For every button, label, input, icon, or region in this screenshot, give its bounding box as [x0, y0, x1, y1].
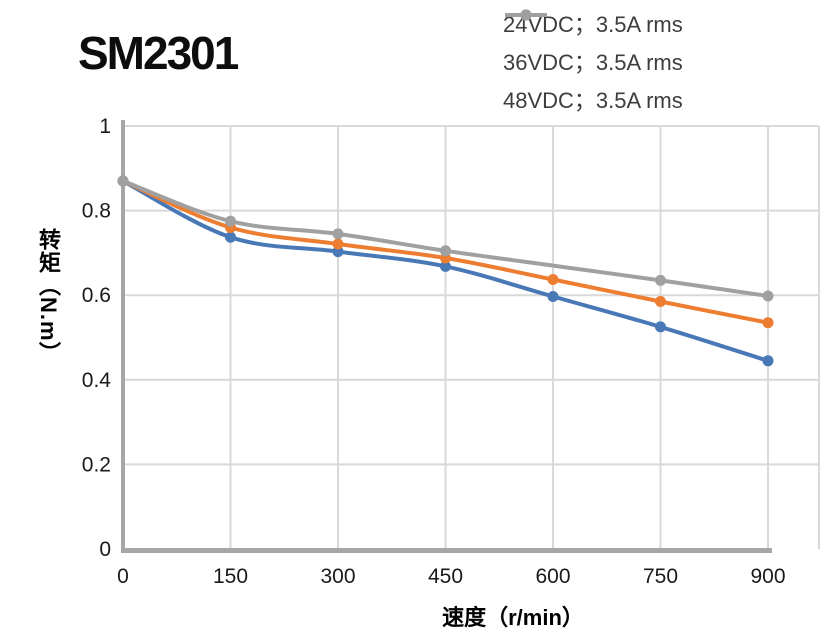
x-tick-label: 750	[643, 565, 678, 588]
chart-title: SM2301	[78, 27, 239, 79]
series-marker-2	[762, 290, 774, 302]
series-marker-2	[225, 215, 236, 227]
y-axis-label: 转矩（N.m）	[36, 228, 61, 365]
x-tick-label: 600	[535, 565, 570, 588]
series-marker-1	[655, 296, 666, 307]
x-tick-label: 150	[213, 565, 248, 588]
series-marker-2	[440, 245, 451, 257]
series-marker-2	[332, 228, 344, 240]
series-marker-0	[225, 231, 236, 243]
series-marker-1	[762, 317, 774, 329]
legend-item-2: 48VDC；3.5A rms	[503, 9, 683, 113]
x-tick-label: 0	[117, 565, 129, 588]
y-tick-label: 0.6	[82, 284, 111, 307]
x-tick-label: 300	[320, 565, 355, 588]
legend: 24VDC；3.5A rms 36VDC；3.5A rms 48VDC；3.5A r…	[503, 8, 683, 113]
y-tick-label: 0.4	[82, 369, 112, 392]
legend-label: 48VDC；3.5A rms	[503, 87, 683, 113]
series-marker-1	[332, 238, 344, 250]
series-marker-0	[332, 246, 344, 258]
y-tick-label: 0	[99, 538, 111, 561]
series-marker-0	[547, 291, 559, 302]
series-marker-0	[440, 260, 451, 272]
x-tick-label: 450	[428, 565, 463, 588]
y-tick-label: 1	[99, 115, 111, 138]
x-axis-label: 速度（r/min）	[442, 605, 584, 630]
series-marker-0	[655, 321, 666, 333]
series-marker-2	[655, 274, 666, 286]
y-tick-label: 0.8	[82, 200, 111, 223]
legend-marker-icon	[505, 9, 547, 21]
series-marker-1	[547, 274, 559, 285]
series-marker-2	[117, 175, 129, 187]
legend-label: 36VDC；3.5A rms	[503, 49, 683, 75]
x-tick-label: 900	[750, 565, 785, 588]
series-marker-0	[762, 355, 774, 367]
y-tick-label: 0.2	[82, 453, 111, 476]
